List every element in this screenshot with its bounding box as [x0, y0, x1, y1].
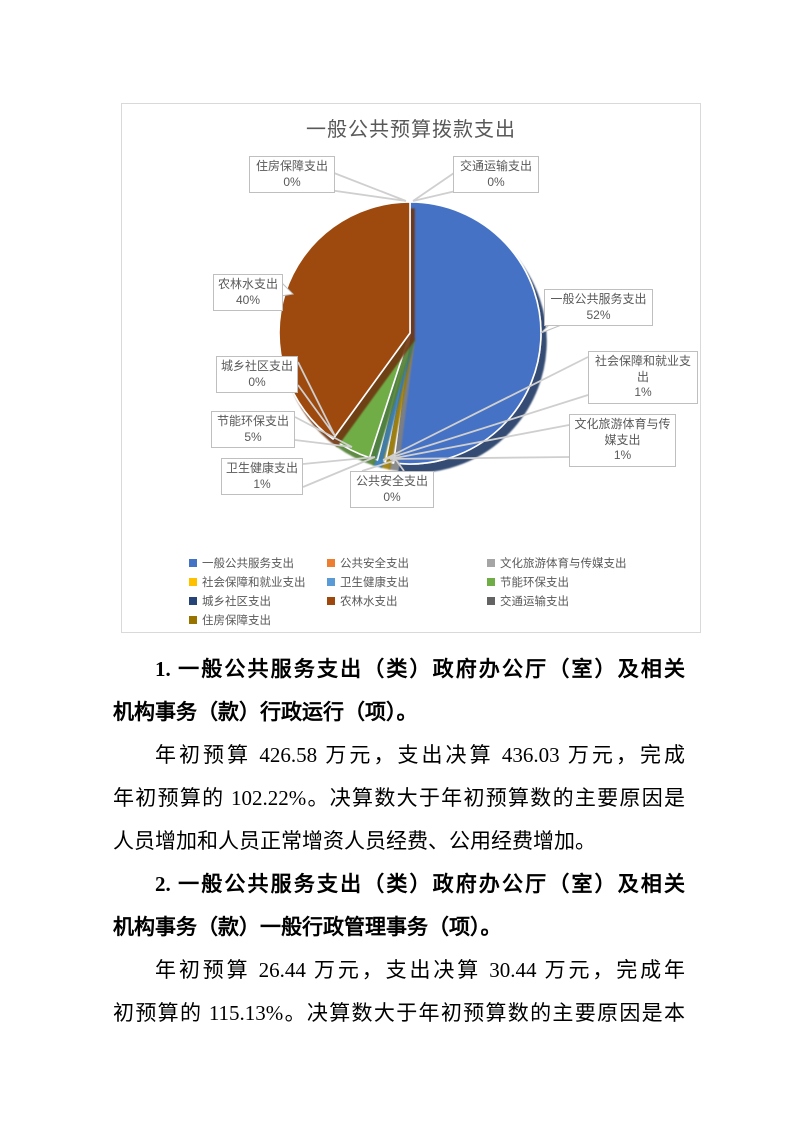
callout-value: 40% — [235, 292, 261, 307]
legend-label: 一般公共服务支出 — [202, 557, 294, 570]
pie-chart-canvas — [278, 172, 589, 488]
callout-energy-conservation: 节能环保支出 5% — [211, 411, 295, 449]
callout-label: 一般公共服务支出 — [550, 292, 647, 306]
legend-swatch-icon — [189, 577, 197, 586]
legend-label: 节能环保支出 — [500, 576, 569, 589]
callout-housing: 住房保障支出 0% — [249, 156, 335, 194]
legend-item: 住房保障支出 — [189, 610, 327, 629]
legend-swatch-icon — [189, 596, 197, 605]
callout-value: 1% — [634, 385, 652, 400]
chart-legend: 一般公共服务支出 公共安全支出 文化旅游体育与传媒支出社会保障和就业支出 卫生健康支出… — [189, 553, 669, 629]
callout-value: 1% — [613, 448, 632, 463]
legend-item: 城乡社区支出 — [189, 591, 327, 610]
callout-value: 0% — [283, 174, 301, 189]
pie — [278, 201, 542, 465]
legend-label: 文化旅游体育与传媒支出 — [500, 557, 627, 570]
callout-health: 卫生健康支出 1% — [221, 458, 303, 496]
heading-line: 机构事务（款）一般行政管理事务（项）。 — [113, 915, 502, 939]
heading-line: 1. 一般公共服务支出（类）政府办公厅（室）及相关 — [155, 657, 685, 681]
legend-swatch-icon — [189, 558, 197, 567]
legend-swatch-icon — [487, 577, 495, 586]
callout-value: 5% — [244, 429, 262, 444]
legend-swatch-icon — [487, 558, 495, 567]
legend-item: 节能环保支出 — [487, 572, 669, 591]
legend-swatch-icon — [487, 596, 495, 605]
callout-label: 社会保障和就业支出 — [594, 354, 691, 384]
legend-swatch-icon — [327, 577, 335, 586]
chart-title: 一般公共预算拨款支出 — [306, 119, 516, 141]
legend-label: 农林水支出 — [340, 595, 398, 608]
body-line: 年初预算 26.44 万元，支出决算 30.44 万元，完成年 — [155, 958, 685, 982]
callout-label: 农林水支出 — [218, 277, 279, 291]
pie-slice — [392, 201, 542, 465]
callout-value: 0% — [383, 489, 401, 504]
legend-item: 交通运输支出 — [487, 591, 669, 610]
legend-label: 城乡社区支出 — [202, 595, 271, 608]
body-line: 年初预算的 102.22%。决算数大于年初预算数的主要原因是 — [113, 786, 685, 810]
legend-swatch-icon — [327, 558, 335, 567]
legend-item: 一般公共服务支出 — [189, 553, 327, 572]
body-line: 年初预算 426.58 万元，支出决算 436.03 万元，完成 — [155, 743, 685, 767]
legend-swatch-icon — [189, 615, 197, 624]
callout-value: 0% — [487, 174, 505, 189]
callout-public-security: 公共安全支出 0% — [350, 471, 434, 509]
legend-label: 公共安全支出 — [340, 557, 409, 570]
callout-urban-rural: 城乡社区支出 0% — [216, 356, 298, 394]
callout-value: 1% — [253, 476, 271, 491]
body-line: 初预算的 115.13%。决算数大于年初预算数的主要原因是本 — [113, 1001, 685, 1025]
callout-label: 城乡社区支出 — [221, 359, 294, 373]
callout-transport: 交通运输支出 0% — [453, 156, 539, 194]
legend-item: 公共安全支出 — [327, 553, 487, 572]
legend-label: 交通运输支出 — [500, 595, 569, 608]
body-line: 人员增加和人员正常增资人员经费、公用经费增加。 — [113, 829, 596, 853]
legend-label: 卫生健康支出 — [340, 576, 409, 589]
callout-label: 交通运输支出 — [459, 159, 532, 173]
callout-label: 节能环保支出 — [216, 414, 289, 428]
callout-culture-tourism: 文化旅游体育与传媒支出 1% — [569, 414, 676, 467]
legend-item: 文化旅游体育与传媒支出 — [487, 553, 669, 572]
legend-item: 社会保障和就业支出 — [189, 572, 327, 591]
callout-social-security: 社会保障和就业支出 1% — [588, 351, 698, 404]
heading-line: 2. 一般公共服务支出（类）政府办公厅（室）及相关 — [155, 872, 685, 896]
legend-item: 农林水支出 — [327, 591, 487, 610]
legend-label: 住房保障支出 — [202, 614, 271, 627]
callout-value: 52% — [586, 307, 611, 322]
callout-label: 公共安全支出 — [355, 474, 428, 488]
callout-label: 住房保障支出 — [255, 159, 328, 173]
callout-label: 卫生健康支出 — [226, 461, 299, 475]
legend-swatch-icon — [327, 596, 335, 605]
pie-chart-panel: 一般公共预算拨款支出 — [121, 103, 701, 633]
callout-general-public-service: 一般公共服务支出 52% — [544, 289, 653, 327]
body-text: 1. 一般公共服务支出（类）政府办公厅（室）及相关 机构事务（款）行政运行（项）… — [113, 648, 685, 1035]
callout-value: 0% — [248, 374, 266, 389]
callout-leader-lines — [294, 172, 589, 488]
heading-line: 机构事务（款）行政运行（项）。 — [113, 700, 418, 724]
callout-agriculture: 农林水支出 40% — [213, 274, 283, 312]
legend-label: 社会保障和就业支出 — [202, 576, 306, 589]
callout-label: 文化旅游体育与传媒支出 — [574, 417, 671, 447]
legend-item: 卫生健康支出 — [327, 572, 487, 591]
